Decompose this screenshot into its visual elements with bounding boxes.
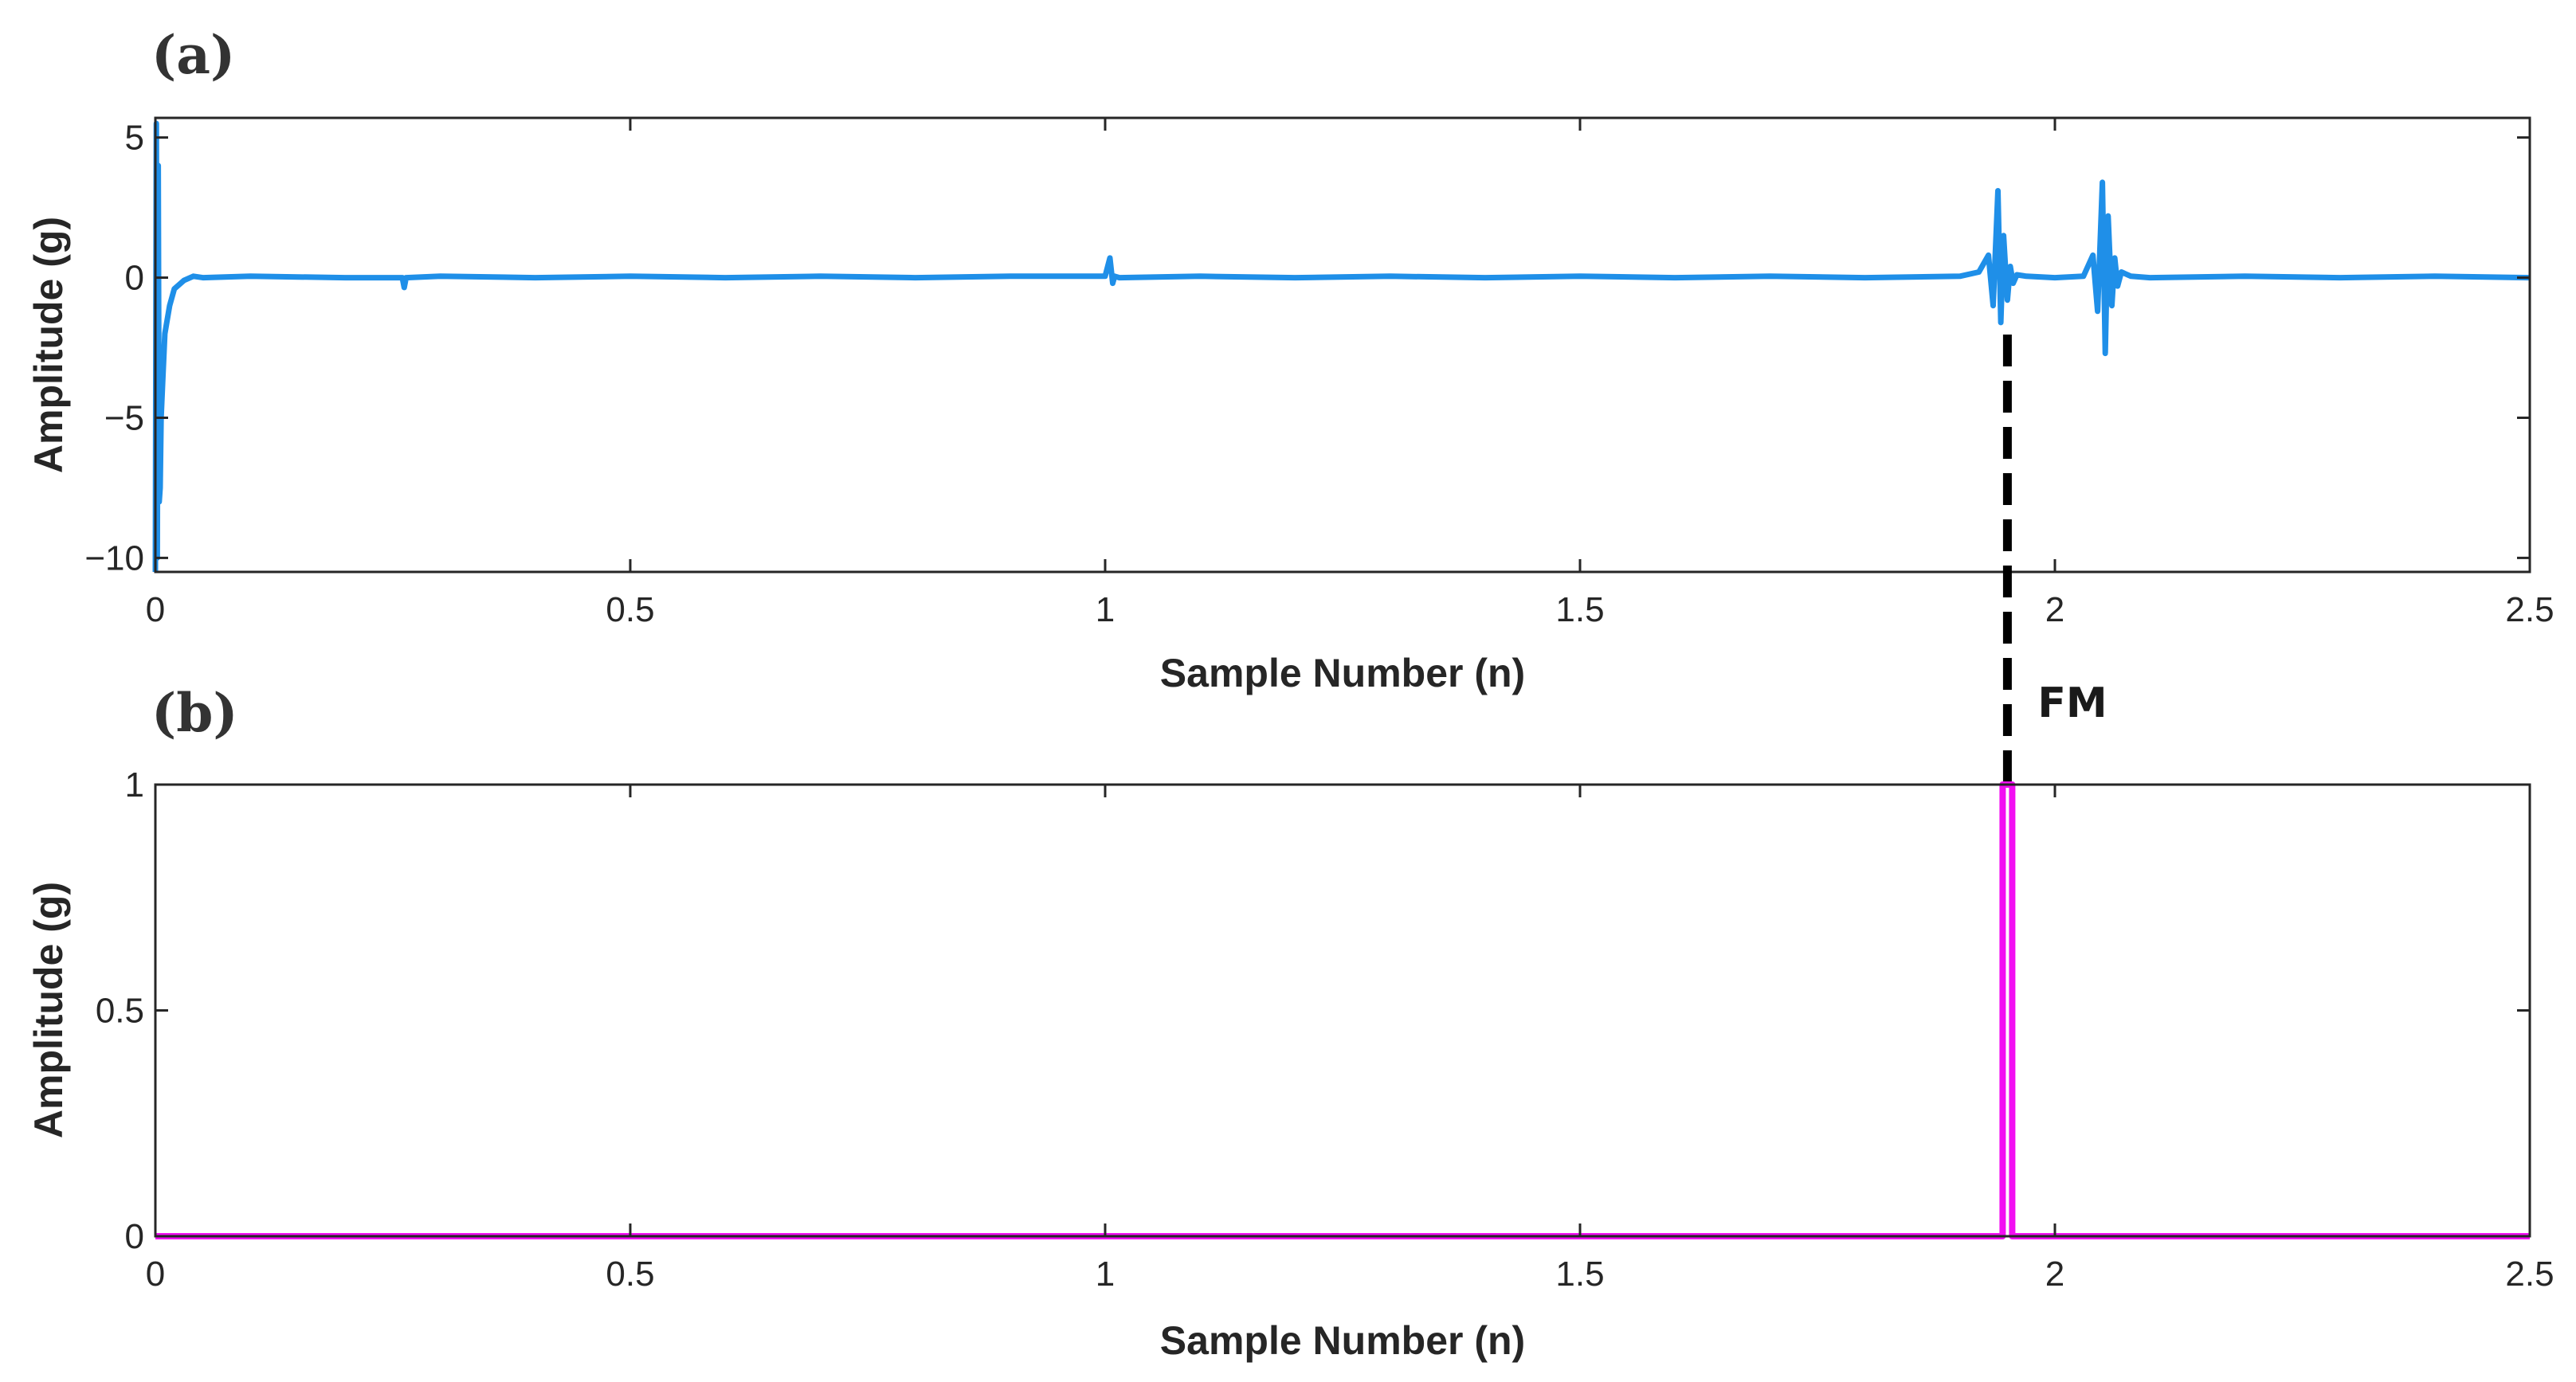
panel-b-ytick-label: 0.5 <box>96 992 144 1031</box>
fm-annotation: FM <box>2002 335 2107 785</box>
panel-b-label: (b) <box>151 682 238 744</box>
panel-a-series-line-0 <box>152 120 2531 573</box>
panel-a-ytick-label: 5 <box>125 119 144 158</box>
panel-b-ylabel: Amplitude (g) <box>26 882 71 1138</box>
panel-b-xtick-label: 1.5 <box>1555 1255 1604 1294</box>
panel-b-xtick-label: 1 <box>1096 1255 1115 1294</box>
panel-a-xtick-label: 0 <box>146 590 165 629</box>
panel-a-ytick-label: −5 <box>104 398 144 437</box>
panel-a-ytick-label: 0 <box>125 259 144 298</box>
panel-a-xtick-label: 1 <box>1096 590 1115 629</box>
panel-b-xtick-label: 0.5 <box>606 1255 654 1294</box>
panel-a-label: (a) <box>151 24 235 86</box>
panel-a-xtick-label: 1.5 <box>1555 590 1604 629</box>
panel-a-axes-box <box>154 116 2531 574</box>
panel-a-xtick-label: 2 <box>2045 590 2064 629</box>
panel-b-ticks: 0 0.5 1 1.5 2 2.5 1 0.5 0 <box>96 765 2554 1294</box>
panel-a-ticks: 0 0.5 1 1.5 2 2.5 5 0 −5 −10 <box>84 118 2554 629</box>
panel-a-series-group <box>152 120 2531 573</box>
panel-b-xtick-label: 2 <box>2045 1255 2064 1294</box>
panel-b-ytick-label: 1 <box>125 765 144 805</box>
panel-b-axes-box <box>154 783 2531 1238</box>
panel-b-series-group <box>155 781 2530 1239</box>
panel-a-ylabel: Amplitude (g) <box>26 217 71 473</box>
fm-label: FM <box>2037 679 2107 727</box>
panel-b-xlabel: Sample Number (n) <box>1160 1318 1525 1363</box>
panel-a: (a) 0 0.5 1 1.5 2 2.5 5 0 −5 −10 Sample Number (n… <box>26 24 2554 695</box>
panel-b-xtick-label: 0 <box>146 1255 165 1294</box>
panel-b-xtick-label: 2.5 <box>2505 1255 2554 1294</box>
panel-b-ytick-label: 0 <box>125 1217 144 1256</box>
panel-a-xtick-label: 0.5 <box>606 590 654 629</box>
panel-b: (b) 0 0.5 1 1.5 2 2.510.50 Sample Number (n) … <box>26 682 2554 1363</box>
panel-a-ytick-label: −10 <box>84 538 144 577</box>
panel-a-xlabel: Sample Number (n) <box>1160 651 1525 695</box>
panel-b-series-line-0 <box>155 781 2530 1239</box>
panel-a-xtick-label: 2.5 <box>2505 590 2554 629</box>
